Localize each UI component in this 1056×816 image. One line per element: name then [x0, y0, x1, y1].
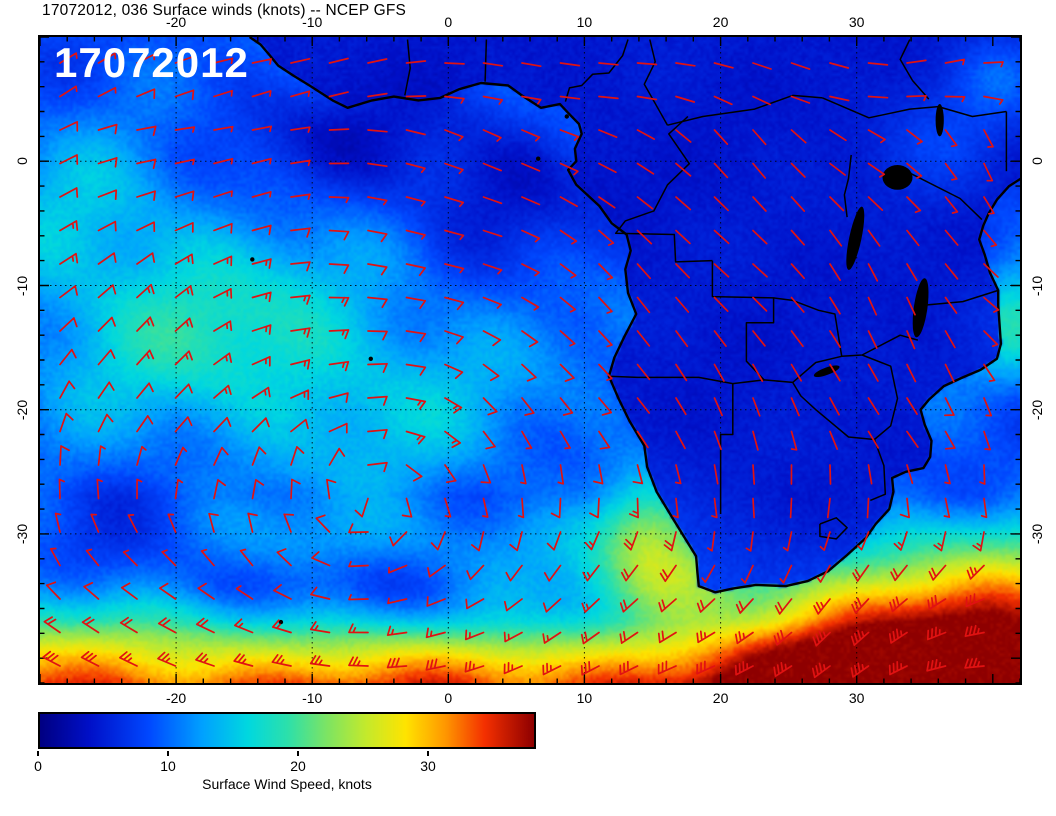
lake: [882, 165, 913, 190]
country-border: [870, 439, 887, 502]
y-axis-tick-right: -10: [1029, 275, 1045, 296]
colorbar-tick-label: 20: [290, 758, 306, 774]
x-axis-tick-top: -20: [165, 14, 187, 30]
y-axis-tick-left: 0: [14, 157, 30, 166]
colorbar-tick-label: 0: [34, 758, 42, 774]
country-border: [822, 97, 1007, 119]
x-axis-tick-bottom: 30: [848, 690, 865, 706]
country-border: [792, 382, 875, 441]
x-axis-tick-bottom: 10: [576, 690, 593, 706]
colorbar-tick-mark: [167, 751, 169, 756]
x-axis-tick-bottom: -20: [165, 690, 187, 706]
colorbar-tick-mark: [297, 751, 299, 756]
lake: [846, 206, 865, 270]
country-border: [773, 297, 843, 357]
island-dot: [250, 257, 255, 262]
island-dot: [368, 356, 373, 361]
island-dot: [536, 156, 541, 161]
lake: [935, 104, 944, 137]
colorbar-tick-mark: [427, 751, 429, 756]
axis-tick-marks: [40, 37, 1020, 683]
country-border: [719, 383, 734, 514]
x-axis-tick-top: 0: [444, 14, 453, 30]
map-plot-area: 17072012: [38, 35, 1022, 685]
country-border: [923, 289, 999, 307]
wind-speed-field-canvas: [40, 37, 1020, 683]
x-axis-tick-top: 20: [712, 14, 729, 30]
colorbar-tick-label: 10: [160, 758, 176, 774]
y-axis-tick-left: -10: [14, 275, 30, 296]
colorbar-container: Surface Wind Speed, knots 0 10 20 30: [34, 712, 536, 812]
x-axis-tick-bottom: -10: [302, 690, 323, 706]
colorbar-label: Surface Wind Speed, knots: [202, 776, 372, 792]
country-border: [843, 154, 852, 218]
y-axis-tick-left: -20: [14, 399, 30, 420]
lake: [912, 278, 929, 338]
country-border: [667, 94, 823, 126]
country-border: [614, 115, 713, 263]
country-border: [711, 260, 775, 381]
lake: [813, 365, 840, 378]
country-border: [861, 354, 899, 441]
island-dot: [564, 114, 569, 119]
colorbar-tick-mark: [37, 751, 39, 756]
graticule-lines: [40, 37, 1020, 683]
map-overlay-container: [40, 37, 1020, 683]
country-border: [643, 39, 669, 126]
wind-barbs: [42, 52, 1004, 679]
x-axis-tick-top: -10: [302, 14, 323, 30]
x-axis-tick-top: 10: [576, 14, 593, 30]
country-border: [564, 39, 629, 102]
country-border: [899, 39, 930, 100]
country-border: [484, 39, 488, 82]
x-axis-tick-bottom: 0: [444, 690, 453, 706]
island-dot: [278, 619, 284, 625]
y-axis-tick-right: -20: [1029, 399, 1045, 420]
country-border: [819, 517, 848, 540]
x-axis-tick-bottom: 20: [712, 690, 729, 706]
x-axis-tick-top: 30: [848, 14, 865, 30]
colorbar-tick-label: 30: [420, 758, 436, 774]
africa-coastline: [248, 37, 1020, 594]
colorbar-gradient: [38, 712, 536, 749]
figure-title: 17072012, 036 Surface winds (knots) -- N…: [42, 2, 407, 19]
country-border: [910, 173, 983, 221]
map-overlay-svg: [40, 37, 1020, 683]
country-border: [404, 39, 411, 96]
y-axis-tick-left: -30: [14, 523, 30, 545]
y-axis-tick-right: 0: [1029, 157, 1045, 166]
date-overlay-label: 17072012: [54, 39, 249, 86]
y-axis-tick-right: -30: [1029, 523, 1045, 545]
